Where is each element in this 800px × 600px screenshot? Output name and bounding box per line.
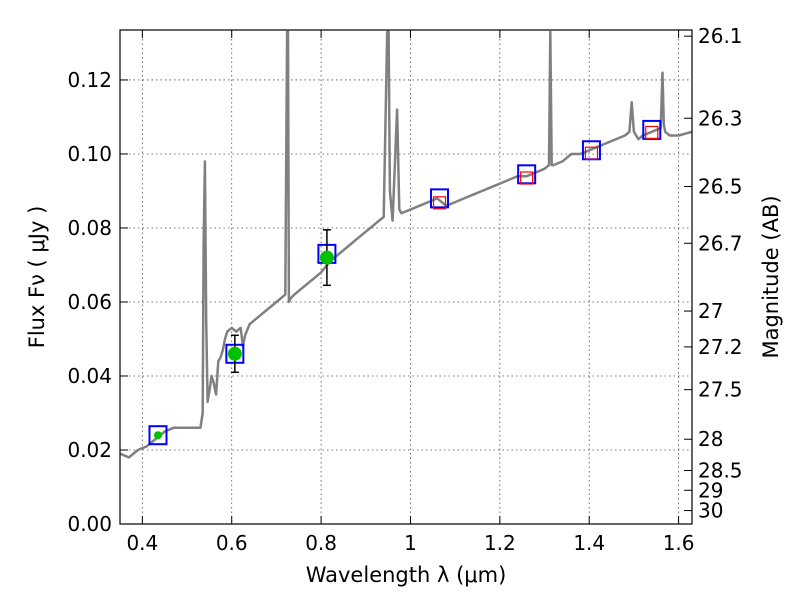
- y-axis-title: Flux Fν ( μJy ): [25, 206, 49, 349]
- magnitude-tick-label: 27.5: [698, 378, 743, 402]
- x-tick-label: 1.2: [484, 531, 516, 555]
- model-photometry-marker: [430, 188, 450, 209]
- magnitude-tick-label: 30: [698, 499, 723, 523]
- magnitude-axis-title: Magnitude (AB): [759, 195, 783, 358]
- model-photometry-marker: [517, 164, 537, 185]
- magnitude-tick-label: 29: [698, 478, 723, 502]
- magnitude-tick-label: 26.5: [698, 175, 743, 199]
- photometry-marker: [520, 171, 534, 185]
- measured-point: [227, 346, 242, 361]
- x-tick-label: 1: [404, 531, 417, 555]
- y-tick-label: 0.04: [67, 364, 112, 388]
- magnitude-tick-label: 26.3: [698, 106, 743, 130]
- magnitude-tick-label: 28: [698, 427, 723, 451]
- magnitude-tick-label: 26.7: [698, 231, 743, 255]
- plot-frame: [119, 29, 693, 525]
- grid-lines: [120, 30, 692, 524]
- x-tick-label: 1.6: [663, 531, 695, 555]
- photometry-marker: [584, 146, 599, 160]
- sed-line: [120, 30, 692, 459]
- y-tick-label: 0.10: [67, 142, 112, 166]
- model-photometry-marker: [148, 425, 168, 446]
- magnitude-tick-label: 27: [698, 299, 723, 323]
- y-tick-label: 0.12: [67, 68, 112, 92]
- y-tick-label: 0.00: [67, 512, 112, 536]
- x-tick-label: 0.8: [305, 531, 337, 555]
- y-tick-label: 0.08: [67, 216, 112, 240]
- measured-point: [319, 250, 334, 265]
- photometry-marker: [432, 196, 447, 210]
- x-tick-label: 0.6: [216, 531, 248, 555]
- x-axis-title: Wavelength λ (μm): [306, 563, 507, 587]
- sed-layer: [120, 30, 692, 459]
- marker-layer: [148, 119, 662, 446]
- magnitude-tick-label: 28.5: [698, 459, 743, 483]
- y-tick-label: 0.06: [67, 290, 112, 314]
- magnitude-tick-label: 27.2: [698, 335, 743, 359]
- x-axis-ticks: 0.4 0.6 0.8 1 1.2 1.4 1.6: [126, 30, 695, 555]
- y-tick-label: 0.02: [67, 438, 112, 462]
- photometry-marker: [645, 125, 659, 140]
- x-tick-label: 1.4: [573, 531, 605, 555]
- x-tick-label: 0.4: [126, 531, 158, 555]
- measured-point: [153, 431, 162, 440]
- y-axis-ticks: 0.00 0.02 0.04 0.06 0.08 0.10 0.12: [67, 68, 128, 536]
- magnitude-tick-label: 26.1: [698, 24, 743, 48]
